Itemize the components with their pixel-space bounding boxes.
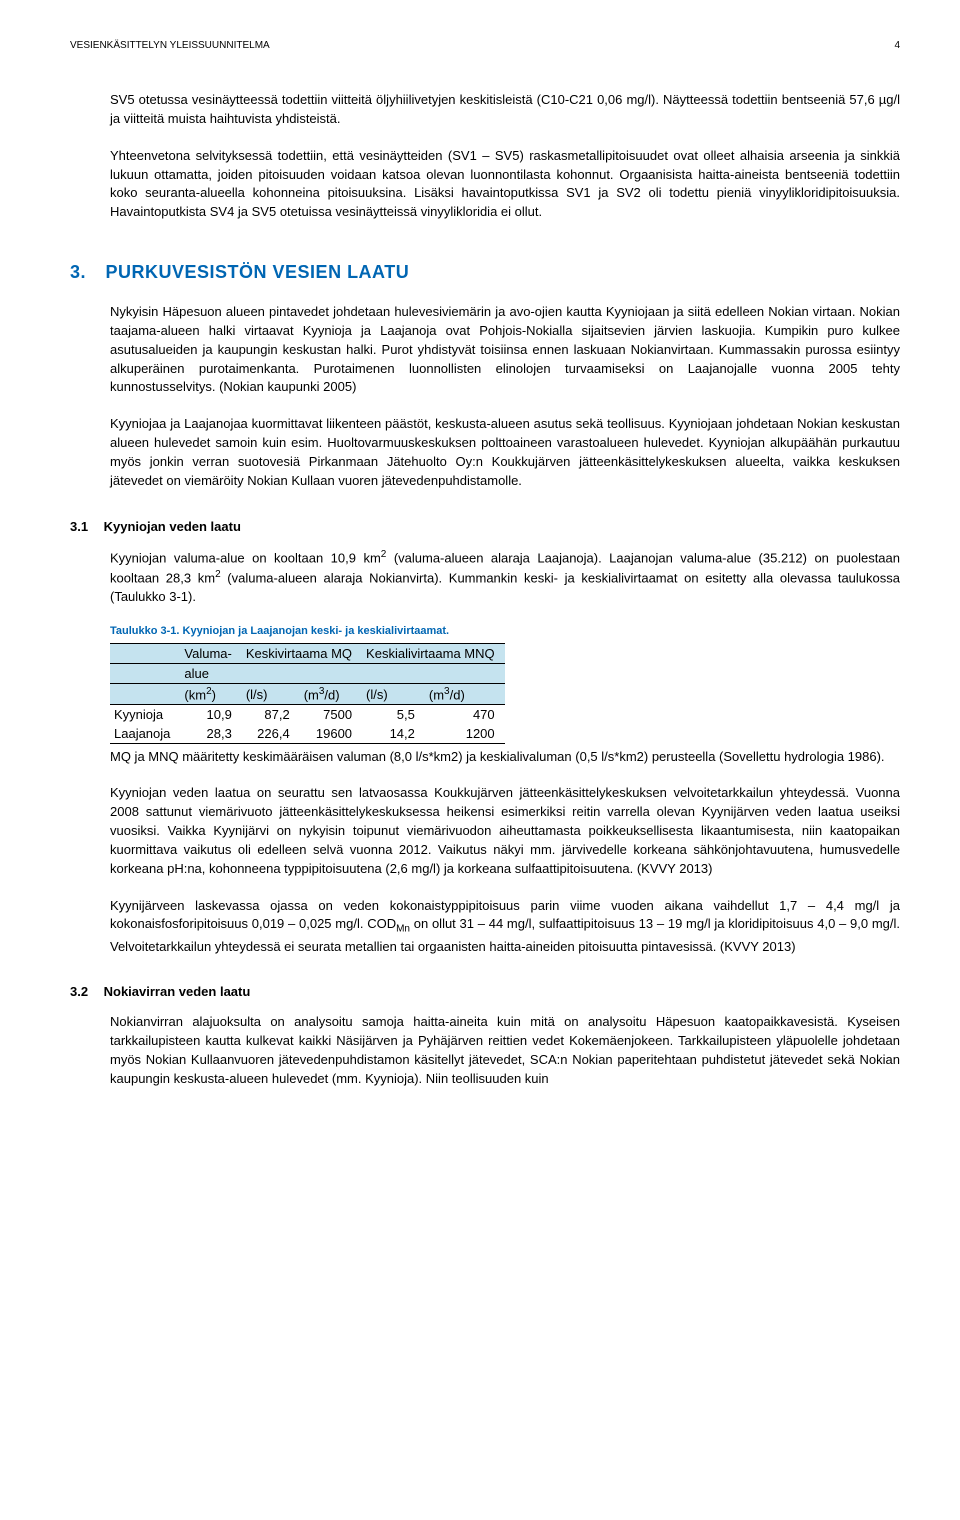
col-blank — [110, 643, 180, 663]
unit-ls-2: (l/s) — [362, 683, 425, 704]
cell: 1200 — [425, 724, 505, 744]
unit-km2: (km2) — [180, 683, 241, 704]
subsection-32-number: 3.2 — [70, 984, 100, 999]
col-blank2 — [110, 663, 180, 683]
table-header-row-3: (km2) (l/s) (m3/d) (l/s) (m3/d) — [110, 683, 505, 704]
cell: 226,4 — [242, 724, 300, 744]
sub-mn: Mn — [396, 924, 410, 935]
table-31: Valuma- Keskivirtaama MQ Keskialivirtaam… — [110, 643, 505, 744]
table-header-row-1: Valuma- Keskivirtaama MQ Keskialivirtaam… — [110, 643, 505, 663]
u1a: (km — [184, 687, 206, 702]
row-name: Laajanoja — [110, 724, 180, 744]
cell: 14,2 — [362, 724, 425, 744]
section-3-heading: 3. PURKUVESISTÖN VESIEN LAATU — [70, 262, 900, 283]
subsection-31-heading: 3.1 Kyyniojan veden laatu — [70, 519, 900, 534]
section-3-number: 3. — [70, 262, 100, 283]
table-row: Kyynioja 10,9 87,2 7500 5,5 470 — [110, 705, 505, 725]
sub31-p2: Kyyniojan veden laatua on seurattu sen l… — [110, 784, 900, 878]
page-header: VESIENKÄSITTELYN YLEISSUUNNITELMA 4 — [70, 40, 900, 51]
subsection-31-title: Kyyniojan veden laatu — [104, 519, 241, 534]
sub32-p1: Nokianvirran alajuoksulta on analysoitu … — [110, 1013, 900, 1088]
table-31-caption: Taulukko 3-1. Kyyniojan ja Laajanojan ke… — [110, 625, 900, 637]
subsection-32-heading: 3.2 Nokiavirran veden laatu — [70, 984, 900, 999]
page-container: VESIENKÄSITTELYN YLEISSUUNNITELMA 4 SV5 … — [0, 0, 960, 1129]
cell: 87,2 — [242, 705, 300, 725]
u3a: (m — [304, 687, 319, 702]
cell: 470 — [425, 705, 505, 725]
unit-ls-1: (l/s) — [242, 683, 300, 704]
u1b: ) — [212, 687, 216, 702]
paragraph-intro-2: Yhteenvetona selvityksessä todettiin, et… — [110, 147, 900, 222]
unit-m3d-1: (m3/d) — [300, 683, 362, 704]
cell: 10,9 — [180, 705, 241, 725]
cell: 7500 — [300, 705, 362, 725]
cell: 28,3 — [180, 724, 241, 744]
row-name: Kyynioja — [110, 705, 180, 725]
unit-m3d-2: (m3/d) — [425, 683, 505, 704]
col-valuma-b: alue — [180, 663, 241, 683]
col-mnq: Keskialivirtaama MNQ — [362, 643, 505, 663]
cell: 5,5 — [362, 705, 425, 725]
section-3-title: PURKUVESISTÖN VESIEN LAATU — [106, 262, 410, 282]
subsection-31-number: 3.1 — [70, 519, 100, 534]
sub31-p1-a: Kyyniojan valuma-alue on kooltaan 10,9 k… — [110, 550, 381, 565]
doc-title: VESIENKÄSITTELYN YLEISSUUNNITELMA — [70, 40, 270, 51]
cell: 19600 — [300, 724, 362, 744]
page-number: 4 — [894, 40, 900, 51]
paragraph-intro-1: SV5 otetussa vesinäytteessä todettiin vi… — [110, 91, 900, 129]
sub31-p1: Kyyniojan valuma-alue on kooltaan 10,9 k… — [110, 548, 900, 607]
col-valuma-a: Valuma- — [180, 643, 241, 663]
section-3-p2: Kyyniojaa ja Laajanojaa kuormittavat lii… — [110, 415, 900, 490]
u5b: /d) — [450, 687, 465, 702]
u5a: (m — [429, 687, 444, 702]
u3b: /d) — [324, 687, 339, 702]
col-blank3 — [110, 683, 180, 704]
sub31-p3: Kyynijärveen laskevassa ojassa on veden … — [110, 897, 900, 957]
table-31-note: MQ ja MNQ määritetty keskimääräisen valu… — [110, 748, 900, 766]
table-row: Laajanoja 28,3 226,4 19600 14,2 1200 — [110, 724, 505, 744]
table-header-row-2: alue — [110, 663, 505, 683]
col-mq: Keskivirtaama MQ — [242, 643, 362, 663]
sub31-p1-c: (valuma-alueen alaraja Nokianvirta). Kum… — [110, 570, 900, 604]
subsection-32-title: Nokiavirran veden laatu — [104, 984, 251, 999]
section-3-p1: Nykyisin Häpesuon alueen pintavedet johd… — [110, 303, 900, 397]
